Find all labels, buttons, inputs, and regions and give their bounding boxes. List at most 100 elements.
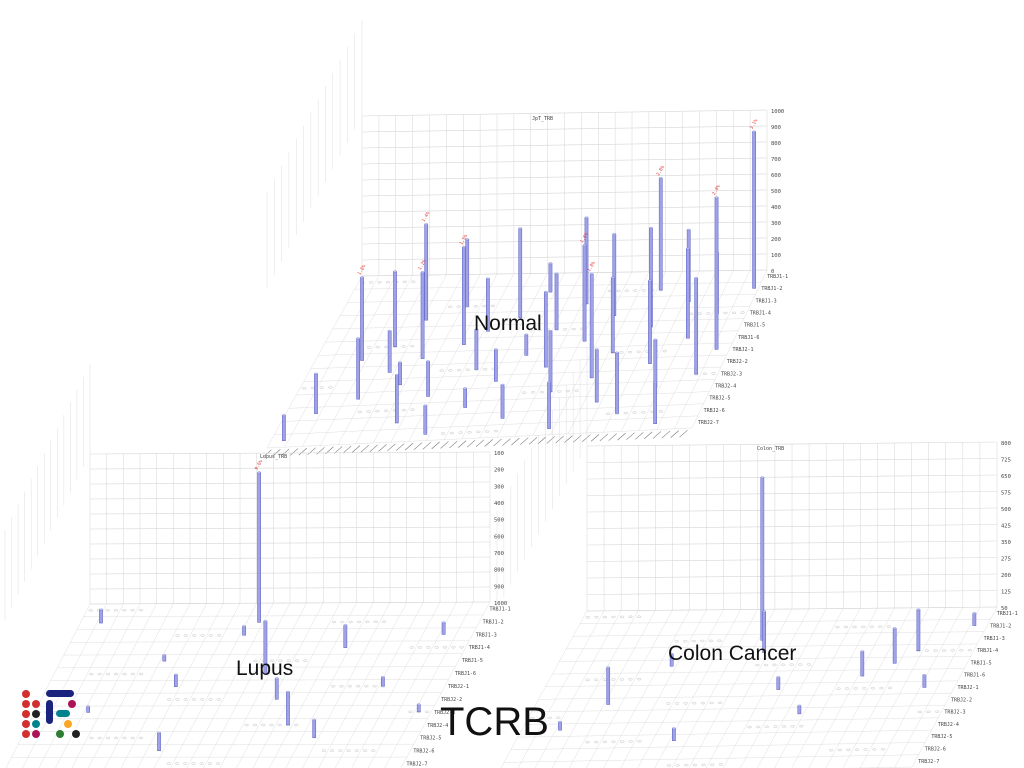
floor-stub <box>114 736 119 740</box>
y-category-label: TRBJ2-3 <box>721 371 742 377</box>
floor-stub <box>207 762 213 765</box>
floor-gridline <box>603 609 690 768</box>
x-tick-mark <box>378 444 387 452</box>
colon-cancer-3d-bar-chart: Colon_TRB 800 725 650 575 500 425 350 275 200 125 5… <box>496 347 1018 768</box>
floor-stub <box>302 387 307 390</box>
floor-grid <box>5 601 491 768</box>
floor-stub <box>354 749 360 752</box>
floor-gridline <box>83 614 484 617</box>
x-tick-mark <box>537 436 547 445</box>
floor-stub <box>878 625 883 628</box>
floor-stub <box>628 615 633 619</box>
floor-stub <box>723 311 728 315</box>
floor-stub <box>556 716 561 719</box>
normal-3d-bar-chart: JpT_TRB10009008007006005004003002001000T… <box>263 20 788 458</box>
floor-stub <box>329 749 335 752</box>
bar-cap <box>417 703 421 706</box>
bar <box>174 674 178 687</box>
z-tick-label: 500 <box>494 518 504 524</box>
floor-stub <box>138 672 144 676</box>
floor-stub <box>459 646 464 649</box>
x-tick-mark <box>307 447 316 455</box>
floor-stub <box>623 411 629 415</box>
floor-stub <box>377 281 382 284</box>
floor-stub <box>200 698 205 701</box>
floor-gridline <box>266 427 693 449</box>
bar <box>558 721 562 731</box>
floor-stub <box>253 659 258 663</box>
floor-gridline <box>408 273 498 442</box>
floor-gridline <box>281 403 704 422</box>
floor-stub <box>130 736 135 740</box>
floor-stub <box>97 672 102 676</box>
bar <box>274 678 279 700</box>
y-category-label: TRBJ1-1 <box>767 274 788 280</box>
floor-stub <box>666 702 671 705</box>
y-category-label: TRBJ2-1 <box>448 684 469 690</box>
floor-stub <box>338 749 343 752</box>
floor-stub <box>574 389 579 392</box>
logo-dot <box>22 730 30 738</box>
y-category-label: TRBJ2-7 <box>698 420 719 426</box>
bar <box>594 349 599 403</box>
y-category-label: TRBJ1-6 <box>964 673 985 679</box>
bar-cap <box>463 387 467 390</box>
floor-stub <box>347 685 352 688</box>
floor-gridline <box>842 607 929 768</box>
floor-stub <box>628 678 633 681</box>
floor-stub <box>828 748 834 752</box>
floor-gridline <box>319 275 413 446</box>
y-category-label: TRBJ1-4 <box>977 648 998 654</box>
floor-gridline <box>791 608 878 768</box>
floor-stub <box>547 716 552 720</box>
chart-title: JpT_TRB <box>532 116 553 122</box>
y-category-label: TRBJ1-3 <box>984 636 1005 642</box>
bar <box>615 352 619 414</box>
floor-stub <box>926 710 931 714</box>
bar <box>500 384 505 419</box>
floor-gridline <box>38 603 124 768</box>
floor-stub <box>835 625 840 629</box>
x-tick-mark <box>643 431 653 440</box>
floor-stub <box>709 701 714 705</box>
floor-gridline <box>274 415 698 435</box>
floor-stub <box>917 710 923 714</box>
bar-cap <box>360 276 364 279</box>
floor-gridline <box>859 607 946 768</box>
chart-lupus: Lupus_TRB 100 200 300 400 500 600 700 800 900 1000… <box>0 364 520 768</box>
floor-stub <box>611 615 616 619</box>
floor-stub <box>701 763 706 767</box>
floor-gridline <box>580 619 991 624</box>
floor-stub <box>683 639 688 643</box>
floor-stub <box>880 748 886 751</box>
floor-stub <box>941 649 947 652</box>
floor-stub <box>174 762 180 765</box>
floor-gridline <box>559 656 971 662</box>
floor-stub <box>837 748 842 752</box>
bar-percent-label: 2.8% <box>711 184 722 197</box>
floor-gridline <box>288 391 710 409</box>
floor-stub <box>216 762 221 765</box>
floor-gridline <box>443 273 531 440</box>
floor-stub <box>442 646 448 649</box>
floor-gridline <box>31 718 428 720</box>
bar-cap <box>714 196 719 199</box>
bar-cap <box>387 329 392 332</box>
y-category-label: TRBJ2-6 <box>704 408 725 414</box>
floor-stub <box>950 649 955 652</box>
floor-stub <box>691 639 697 643</box>
floor-stub <box>216 634 222 637</box>
y-category-label: TRBJ1-1 <box>490 606 511 612</box>
z-tick-label: 275 <box>1001 557 1011 563</box>
floor-gridline <box>532 272 616 436</box>
x-tick-mark <box>670 430 679 438</box>
bar <box>547 381 551 429</box>
z-tick-label: 725 <box>1001 458 1011 464</box>
floor-stub <box>602 740 608 744</box>
bar-cap <box>393 270 397 273</box>
floor-gridline <box>347 294 756 303</box>
bar-cap <box>589 272 594 275</box>
bar-percent-label: 1.4% <box>421 211 432 224</box>
floor-gridline <box>426 273 515 441</box>
floor-stub <box>458 431 463 434</box>
